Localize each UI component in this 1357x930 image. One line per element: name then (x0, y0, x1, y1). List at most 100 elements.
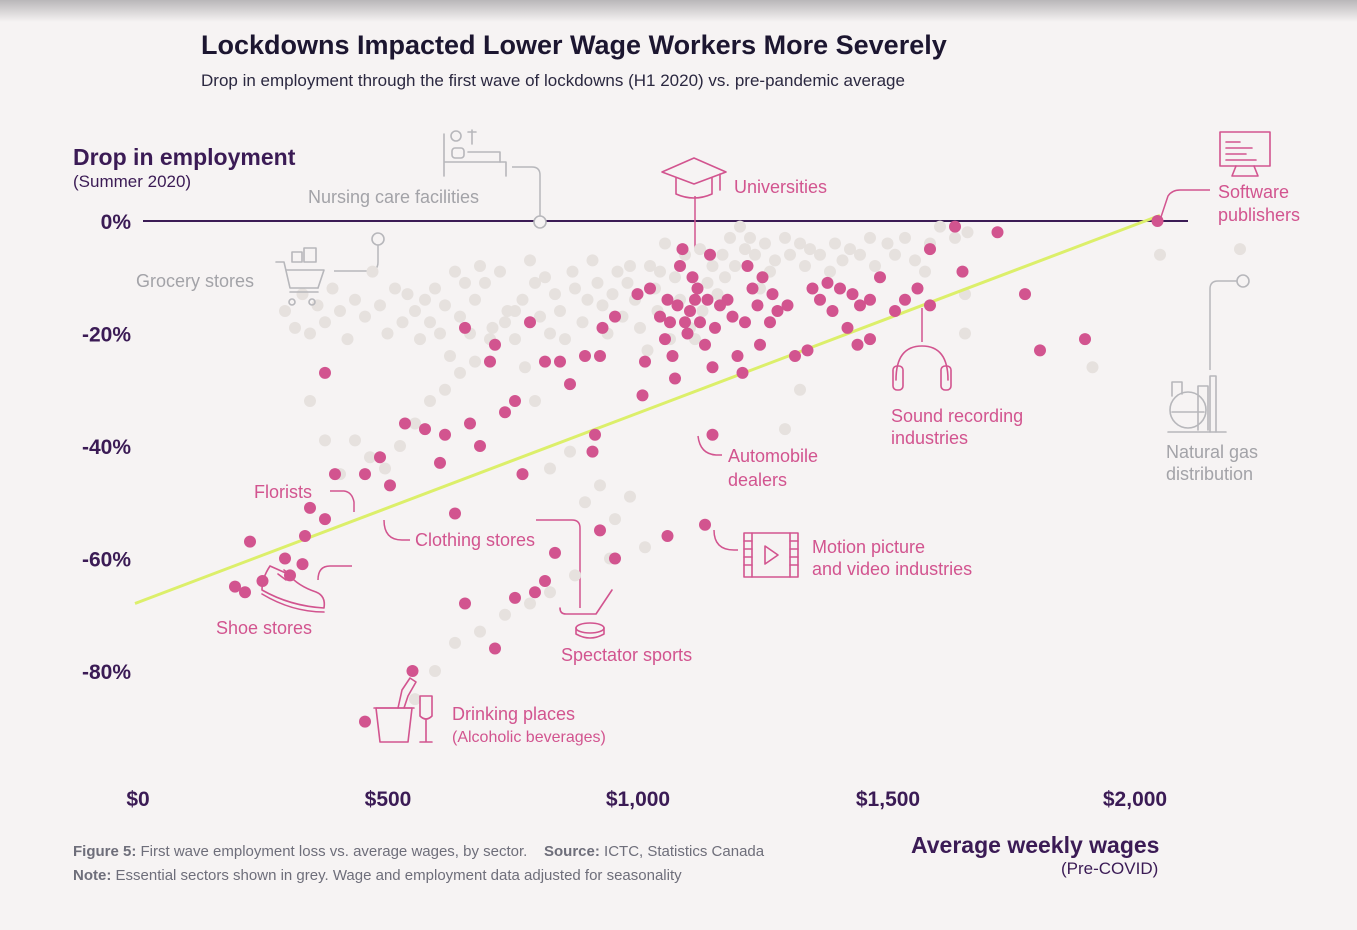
essential-point (794, 237, 806, 250)
label-grocery: Grocery stores (136, 271, 254, 291)
essential-point (889, 248, 901, 261)
essential-point (319, 316, 331, 329)
non-essential-point (449, 507, 461, 520)
essential-point (566, 265, 579, 278)
essential-point (394, 440, 406, 452)
essential-point (414, 333, 426, 346)
non-essential-point (359, 715, 371, 728)
non-essential-point (814, 293, 826, 306)
essential-point (554, 305, 566, 317)
essential-point (961, 226, 974, 239)
essential-point (611, 265, 624, 278)
essential-point (706, 260, 719, 272)
non-essential-point (304, 501, 316, 514)
essential-point (581, 293, 594, 306)
non-essential-point (864, 293, 876, 306)
non-essential-point (499, 406, 511, 419)
essential-point (366, 265, 379, 278)
non-essential-point (579, 350, 591, 362)
callout-shoe (317, 565, 352, 581)
non-essential-point (699, 338, 711, 351)
y-axis-ticks: 0% -20% -40% -60% -80% (82, 211, 131, 684)
non-essential-point (661, 530, 674, 542)
non-essential-point (826, 305, 839, 317)
non-essential-point (739, 316, 751, 329)
essential-point (844, 243, 856, 256)
non-essential-point (554, 355, 566, 368)
caption-line-1: Figure 5: First wave employment loss vs.… (73, 840, 764, 864)
y-tick-label: -60% (82, 549, 131, 572)
essential-point (779, 423, 791, 436)
label-florists: Florists (254, 482, 312, 502)
non-essential-point (766, 288, 779, 301)
non-essential-point (636, 389, 649, 402)
essential-point (509, 333, 521, 346)
essential-point (829, 237, 841, 250)
y-axis-subtitle: (Summer 2020) (73, 172, 192, 191)
essential-point (319, 434, 331, 447)
non-essential-point (754, 338, 766, 351)
essential-point (579, 496, 591, 509)
non-essential-point (631, 288, 644, 301)
essential-point (864, 231, 876, 244)
non-essential-point (464, 417, 476, 430)
non-essential-point (509, 395, 521, 407)
essential-point (304, 327, 316, 340)
callout-software (1159, 189, 1210, 221)
callout-nursing (512, 166, 541, 218)
essential-point (279, 305, 291, 317)
non-essential-point (549, 546, 561, 559)
essential-point (499, 316, 511, 329)
non-essential-point (669, 372, 681, 385)
non-essential-point (846, 288, 859, 301)
essential-series (279, 220, 1246, 706)
non-essential-point (924, 299, 936, 312)
non-essential-point (661, 293, 674, 306)
essential-point (659, 237, 671, 250)
non-essential-point (699, 518, 711, 531)
non-essential-point (686, 271, 699, 284)
non-essential-point (664, 316, 676, 329)
shopping-cart-icon (275, 247, 325, 306)
non-essential-point (854, 299, 866, 312)
essential-point (409, 417, 421, 430)
non-essential-point (666, 350, 679, 362)
gas-plant-icon (1167, 375, 1227, 433)
non-essential-point (706, 428, 719, 441)
essential-point (814, 248, 826, 261)
essential-point (469, 293, 481, 306)
y-tick-label: -40% (82, 436, 131, 459)
essential-point (576, 316, 589, 329)
non-essential-point (529, 586, 541, 599)
non-essential-point (801, 344, 814, 357)
essential-point (564, 445, 576, 458)
essential-point (1154, 248, 1166, 261)
y-tick-label: 0% (101, 211, 132, 234)
essential-point (586, 254, 599, 267)
non-essential-point (654, 310, 666, 323)
non-essential-point (1079, 333, 1091, 346)
callout-spectator (536, 519, 581, 608)
non-essential-point (694, 316, 706, 329)
non-essential-point (676, 243, 689, 256)
figure-label: Figure 5: (73, 843, 137, 860)
essential-point (349, 434, 361, 447)
non-essential-point (596, 321, 609, 334)
non-essential-point (679, 316, 691, 329)
non-essential-point (821, 276, 834, 289)
non-essential-point (509, 591, 521, 604)
essential-point (419, 293, 431, 306)
x-tick-label: $0 (126, 788, 149, 811)
non-essential-point (949, 220, 961, 233)
essential-point (559, 333, 571, 346)
essential-point (794, 383, 806, 396)
essential-point (424, 316, 436, 329)
non-essential-point (736, 366, 749, 379)
non-essential-point (834, 282, 846, 295)
essential-point (779, 231, 791, 244)
essential-point (1234, 243, 1246, 256)
shoe-icon (261, 565, 326, 613)
label-motion-2: and video industries (812, 559, 972, 579)
non-essential-point (609, 552, 621, 565)
